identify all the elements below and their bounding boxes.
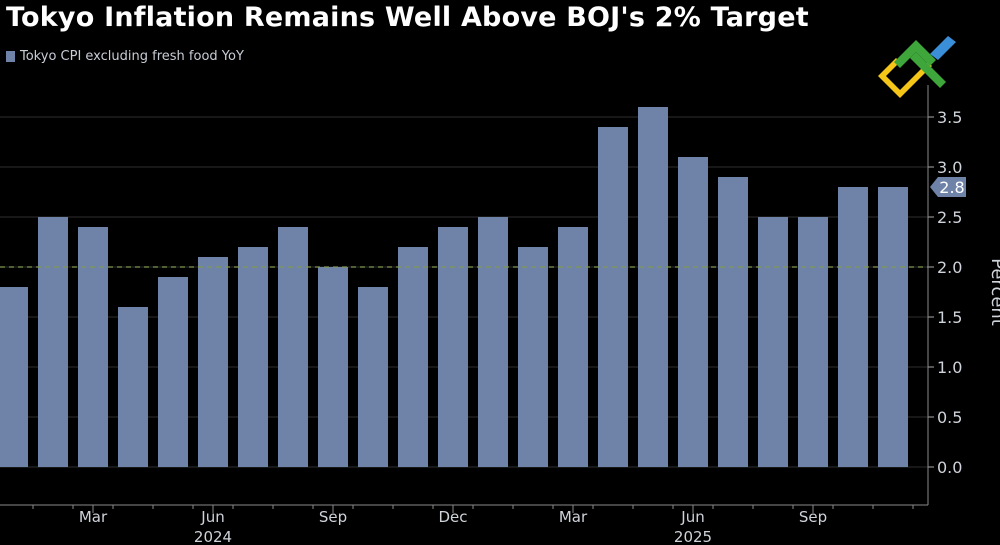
y-axis-title: Percent <box>987 258 1000 326</box>
bar <box>438 227 468 467</box>
bar <box>478 217 508 467</box>
bar <box>758 217 788 467</box>
bar <box>798 217 828 467</box>
bar <box>238 247 268 467</box>
bar <box>878 187 908 467</box>
y-tick-label: 2.5 <box>937 208 962 227</box>
bar <box>678 157 708 467</box>
bar <box>118 307 148 467</box>
legend-label: Tokyo CPI excluding fresh food YoY <box>20 49 244 64</box>
bar <box>198 257 228 467</box>
x-tick-label: Mar <box>559 508 588 526</box>
bar <box>78 227 108 467</box>
bar <box>598 127 628 467</box>
y-tick-label: 3.5 <box>937 108 962 127</box>
y-tick-label: 1.5 <box>937 308 962 327</box>
bar <box>358 287 388 467</box>
x-tick-label: Sep <box>799 508 827 526</box>
year-label: 2025 <box>674 528 712 545</box>
bar <box>518 247 548 467</box>
brand-logo-icon <box>878 36 956 98</box>
x-tick-label: Dec <box>438 508 467 526</box>
chart-title: Tokyo Inflation Remains Well Above BOJ's… <box>6 2 809 33</box>
bar <box>318 267 348 467</box>
bar <box>278 227 308 467</box>
bar <box>718 177 748 467</box>
bar <box>398 247 428 467</box>
legend-swatch <box>6 51 15 62</box>
y-tick-label: 0.5 <box>937 408 962 427</box>
bar <box>38 217 68 467</box>
y-tick-label: 3.0 <box>937 158 962 177</box>
y-tick-label: 2.0 <box>937 258 962 277</box>
x-tick-label: Jun <box>680 508 704 526</box>
y-tick-label: 1.0 <box>937 358 962 377</box>
bar <box>838 187 868 467</box>
bar <box>638 107 668 467</box>
bar <box>558 227 588 467</box>
y-tick-label: 0.0 <box>937 458 962 477</box>
bar <box>0 287 28 467</box>
x-tick-label: Sep <box>319 508 347 526</box>
x-tick-label: Mar <box>79 508 108 526</box>
legend: Tokyo CPI excluding fresh food YoY <box>6 49 244 64</box>
last-value-label: 2.8 <box>939 178 964 197</box>
bar <box>158 277 188 467</box>
x-tick-label: Jun <box>200 508 224 526</box>
last-value-tag <box>930 177 966 197</box>
year-label: 2024 <box>194 528 232 545</box>
